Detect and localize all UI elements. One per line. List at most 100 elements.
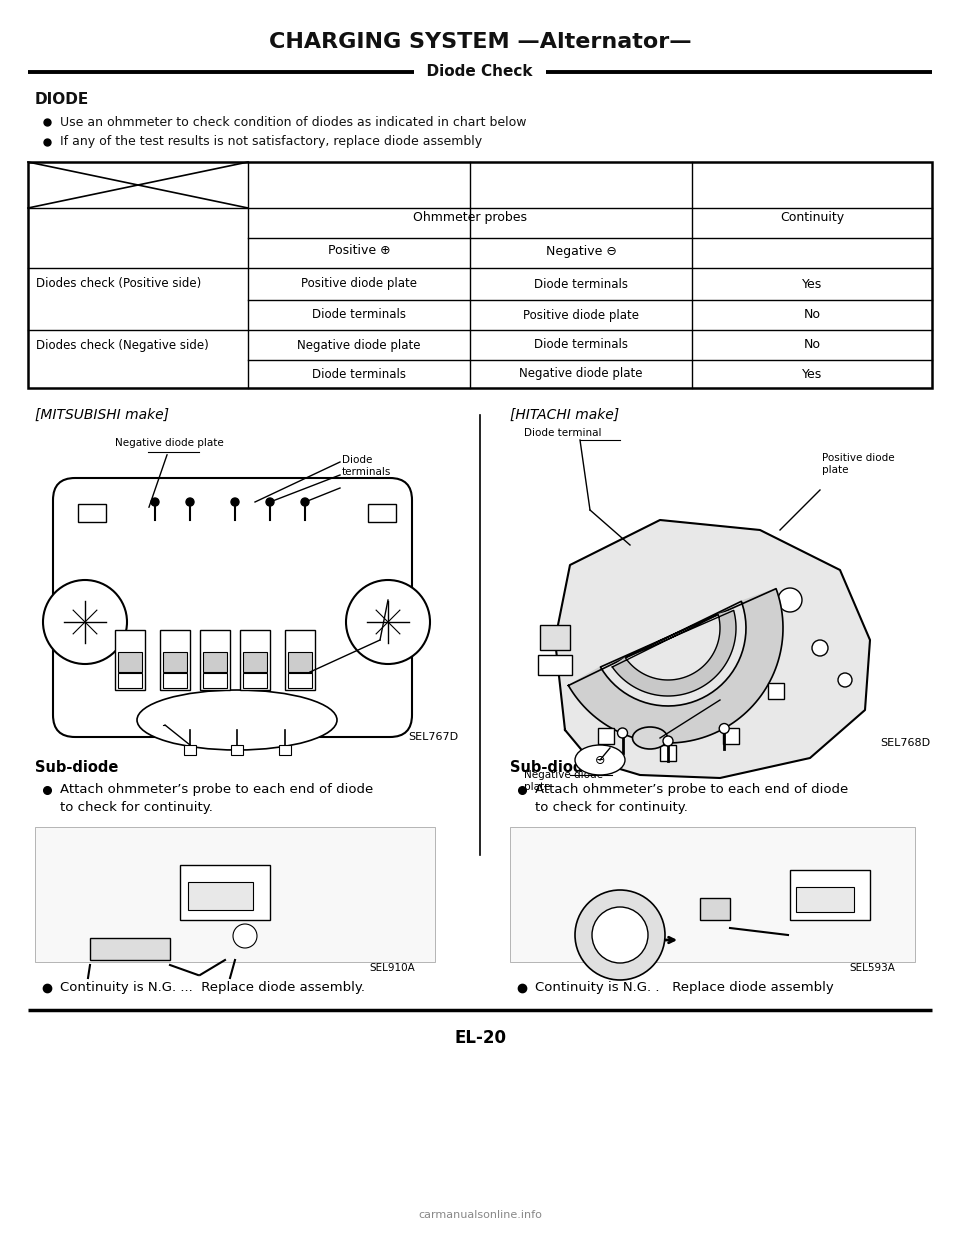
Circle shape <box>663 736 673 746</box>
Bar <box>90 938 170 960</box>
Bar <box>243 652 267 672</box>
Text: Sub diode: Sub diode <box>722 688 774 698</box>
Text: Diodes check (Negative side): Diodes check (Negative side) <box>36 338 208 352</box>
Bar <box>660 745 676 761</box>
Bar <box>243 673 267 688</box>
Bar <box>203 673 227 688</box>
Bar <box>790 870 870 921</box>
Text: to check for continuity.: to check for continuity. <box>535 802 688 814</box>
Bar <box>163 673 187 688</box>
Bar <box>118 652 142 672</box>
Text: Ohmmeter probes: Ohmmeter probes <box>413 212 527 224</box>
Bar <box>231 745 243 755</box>
Polygon shape <box>555 520 870 778</box>
Circle shape <box>719 724 730 733</box>
Text: Positive ⊕: Positive ⊕ <box>327 244 391 258</box>
Circle shape <box>301 498 309 506</box>
Bar <box>180 865 270 921</box>
Text: Diode terminal: Diode terminal <box>524 427 602 439</box>
Text: SEL768D: SEL768D <box>880 738 930 748</box>
Text: Continuity is N.G. .   Replace diode assembly: Continuity is N.G. . Replace diode assem… <box>535 981 833 995</box>
Bar <box>78 504 106 522</box>
Text: to check for continuity.: to check for continuity. <box>60 802 213 814</box>
Text: Attach ohmmeter’s probe to each end of diode: Attach ohmmeter’s probe to each end of d… <box>535 783 849 797</box>
Text: Diode terminals: Diode terminals <box>312 368 406 380</box>
Polygon shape <box>568 589 783 743</box>
Text: Negative diode plate: Negative diode plate <box>298 338 420 352</box>
Text: Sub diode: Sub diode <box>100 712 152 724</box>
Bar <box>184 745 196 755</box>
Circle shape <box>592 907 648 963</box>
Bar <box>510 826 915 961</box>
Text: SEL910A: SEL910A <box>370 963 415 973</box>
Bar <box>203 652 227 672</box>
Bar <box>35 826 435 961</box>
Bar <box>538 655 572 675</box>
Text: Diode terminals: Diode terminals <box>534 338 628 352</box>
Bar <box>368 504 396 522</box>
Bar <box>288 652 312 672</box>
Text: Positive diode plate: Positive diode plate <box>523 309 639 321</box>
Polygon shape <box>612 611 736 696</box>
Bar <box>597 729 613 745</box>
Text: Positive diode
plate: Positive diode plate <box>822 453 895 475</box>
Text: CHARGING SYSTEM —Alternator—: CHARGING SYSTEM —Alternator— <box>269 32 691 52</box>
Text: EL-20: EL-20 <box>454 1030 506 1047</box>
Text: Continuity is N.G. ...  Replace diode assembly.: Continuity is N.G. ... Replace diode ass… <box>60 981 365 995</box>
Bar <box>115 629 145 690</box>
Text: Yes: Yes <box>802 368 822 380</box>
Bar <box>240 629 270 690</box>
Text: Diode
terminals: Diode terminals <box>342 455 392 477</box>
Text: Negative diode plate: Negative diode plate <box>115 439 224 449</box>
Bar <box>163 652 187 672</box>
Text: [MITSUBISHI make]: [MITSUBISHI make] <box>35 408 169 422</box>
Bar <box>28 162 932 388</box>
Bar <box>188 882 253 909</box>
Circle shape <box>43 580 127 664</box>
Text: No: No <box>804 338 821 352</box>
Text: Diode terminals: Diode terminals <box>534 278 628 290</box>
Circle shape <box>151 498 159 506</box>
Circle shape <box>186 498 194 506</box>
Bar <box>285 629 315 690</box>
Circle shape <box>812 641 828 655</box>
Text: No: No <box>804 309 821 321</box>
Text: SEL767D: SEL767D <box>408 732 458 742</box>
Text: Sub-diode: Sub-diode <box>510 761 593 776</box>
Bar <box>700 898 730 921</box>
Bar <box>796 887 854 912</box>
Circle shape <box>575 890 665 980</box>
Text: Positive diode plate: Positive diode plate <box>301 278 417 290</box>
Text: SEL593A: SEL593A <box>850 963 895 973</box>
Text: Negative diode plate: Negative diode plate <box>519 368 643 380</box>
Bar <box>200 629 230 690</box>
Bar <box>288 673 312 688</box>
Circle shape <box>346 580 430 664</box>
Text: Negative ⊖: Negative ⊖ <box>545 244 616 258</box>
Text: Use an ohmmeter to check condition of diodes as indicated in chart below: Use an ohmmeter to check condition of di… <box>60 115 526 129</box>
Bar <box>118 673 142 688</box>
Circle shape <box>617 729 628 738</box>
Ellipse shape <box>575 745 625 776</box>
Bar <box>723 729 738 745</box>
Ellipse shape <box>633 727 667 750</box>
Bar <box>160 629 190 690</box>
Text: Negative diode
plate: Negative diode plate <box>524 769 603 792</box>
Circle shape <box>266 498 274 506</box>
Circle shape <box>778 589 802 612</box>
Text: [HITACHI make]: [HITACHI make] <box>510 408 619 422</box>
Text: carmanualsonline.info: carmanualsonline.info <box>418 1211 542 1220</box>
Text: Sub-diode: Sub-diode <box>35 761 118 776</box>
Text: Yes: Yes <box>802 278 822 290</box>
Text: Diode Check: Diode Check <box>417 64 543 79</box>
Text: Attach ohmmeter’s probe to each end of diode: Attach ohmmeter’s probe to each end of d… <box>60 783 373 797</box>
Text: Positive
diode
plate: Positive diode plate <box>335 598 375 631</box>
Text: If any of the test results is not satisfactory, replace diode assembly: If any of the test results is not satisf… <box>60 135 482 149</box>
Text: Diodes check (Positive side): Diodes check (Positive side) <box>36 278 202 290</box>
Circle shape <box>838 673 852 686</box>
Text: Diode terminals: Diode terminals <box>312 309 406 321</box>
Text: ⊖: ⊖ <box>595 753 605 767</box>
Circle shape <box>233 924 257 948</box>
Text: Continuity: Continuity <box>780 212 844 224</box>
Bar <box>768 683 784 699</box>
